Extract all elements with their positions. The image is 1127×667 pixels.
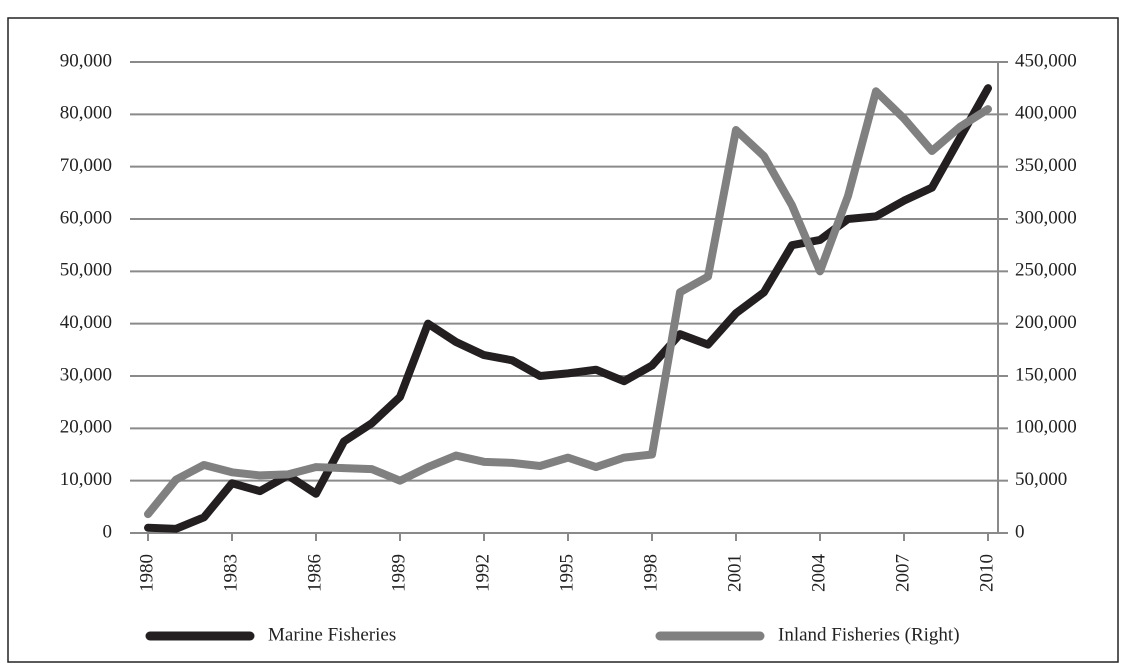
x-tick-label: 2007: [892, 554, 913, 592]
y2-tick-label: 400,000: [1015, 103, 1077, 124]
x-tick-label: 1995: [556, 554, 577, 592]
x-tick-label: 1980: [136, 554, 157, 592]
x-tick-label: 2010: [976, 554, 997, 592]
legend-label: Marine Fisheries: [268, 624, 396, 645]
x-tick-label: 1986: [304, 554, 325, 592]
y-tick-label: 20,000: [60, 417, 112, 438]
y2-tick-label: 350,000: [1015, 155, 1077, 176]
y2-tick-label: 100,000: [1015, 417, 1077, 438]
x-tick-label: 1989: [388, 554, 409, 592]
x-tick-label: 1983: [220, 554, 241, 592]
x-tick-label: 2004: [808, 554, 829, 593]
x-tick-label: 2001: [724, 554, 745, 592]
y2-tick-label: 250,000: [1015, 260, 1077, 281]
y2-tick-label: 50,000: [1015, 469, 1067, 490]
y2-tick-label: 450,000: [1015, 50, 1077, 71]
x-tick-label: 1992: [472, 554, 493, 592]
y-tick-label: 10,000: [60, 469, 112, 490]
chart-frame: [7, 17, 1119, 663]
y2-tick-label: 300,000: [1015, 207, 1077, 228]
y-tick-label: 90,000: [60, 50, 112, 71]
y2-tick-label: 150,000: [1015, 364, 1077, 385]
y-tick-label: 0: [103, 521, 113, 542]
y-tick-label: 60,000: [60, 207, 112, 228]
y2-tick-label: 0: [1015, 521, 1025, 542]
legend-label: Inland Fisheries (Right): [778, 624, 960, 645]
data-line: [144, 87, 992, 519]
y2-tick-label: 200,000: [1015, 312, 1077, 333]
y-tick-label: 50,000: [60, 260, 112, 281]
y-tick-label: 30,000: [60, 364, 112, 385]
x-tick-label: 1998: [640, 554, 661, 592]
y-tick-label: 80,000: [60, 103, 112, 124]
y-tick-label: 40,000: [60, 312, 112, 333]
y-tick-label: 70,000: [60, 155, 112, 176]
